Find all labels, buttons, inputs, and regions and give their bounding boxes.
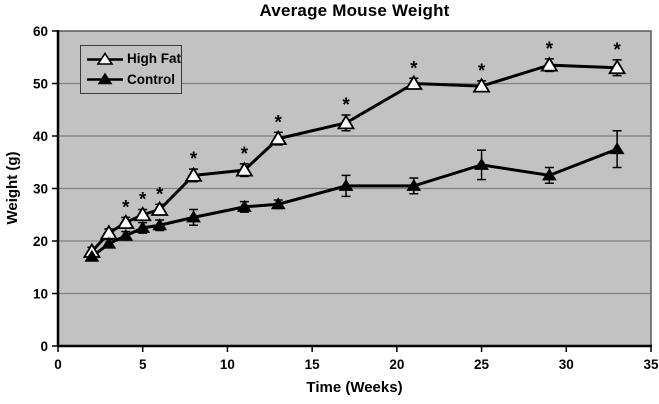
control-marker: [609, 142, 625, 155]
x-tick-label: 20: [389, 357, 404, 372]
significance-asterisk: *: [275, 112, 283, 133]
significance-asterisk: *: [190, 149, 198, 170]
chart-title: Average Mouse Weight: [259, 1, 450, 20]
legend: High Fat Control: [80, 45, 182, 94]
high-fat-marker: [184, 166, 203, 182]
filled-triangle-icon: [87, 72, 123, 85]
high-fat-marker: [608, 59, 627, 75]
x-axis-title: Time (Weeks): [306, 379, 403, 396]
high-fat-marker: [404, 74, 423, 90]
x-tick-label: 35: [643, 357, 659, 372]
significance-asterisk: *: [410, 58, 418, 79]
open-triangle-icon: [87, 51, 123, 65]
control-marker: [186, 210, 201, 223]
control-marker: [236, 199, 252, 212]
x-tick-label: 15: [305, 357, 321, 372]
control-marker: [474, 157, 489, 170]
control-marker: [541, 168, 557, 181]
y-tick-label: 60: [33, 24, 48, 39]
high-fat-marker: [150, 200, 169, 216]
y-tick-label: 0: [40, 339, 48, 354]
high-fat-marker: [235, 161, 254, 177]
x-tick-label: 25: [474, 357, 490, 372]
y-tick-label: 40: [33, 129, 48, 144]
control-marker: [338, 178, 354, 191]
y-tick-label: 50: [33, 77, 48, 92]
high-fat-marker: [133, 206, 152, 222]
control-marker: [406, 178, 422, 191]
significance-asterisk: *: [241, 144, 249, 165]
y-tick-label: 30: [33, 182, 48, 197]
significance-asterisk: *: [156, 184, 164, 205]
high-fat-marker: [116, 213, 135, 230]
y-axis-title: Weight (g): [4, 151, 21, 225]
high-fat-marker: [336, 114, 356, 130]
legend-item-high-fat: High Fat: [86, 51, 181, 67]
control-marker: [270, 197, 286, 210]
control-marker: [152, 218, 168, 231]
significance-asterisk: *: [613, 40, 621, 61]
significance-asterisk: *: [342, 95, 350, 116]
y-tick-label: 20: [33, 234, 48, 249]
control-marker: [118, 228, 134, 241]
high-fat-marker: [472, 77, 491, 93]
legend-item-control: Control: [86, 72, 181, 87]
high-fat-marker: [540, 56, 559, 72]
x-tick-label: 0: [54, 357, 62, 372]
y-tick-label: 10: [33, 287, 48, 302]
significance-asterisk: *: [478, 61, 486, 82]
control-marker: [84, 249, 100, 262]
legend-label-high-fat: High Fat: [127, 51, 181, 67]
high-fat-marker: [269, 129, 288, 146]
significance-asterisk: *: [122, 197, 130, 218]
significance-asterisk: *: [546, 39, 554, 60]
control-marker: [101, 236, 117, 249]
control-marker: [135, 220, 151, 233]
x-tick-label: 30: [559, 357, 574, 372]
x-tick-label: 10: [220, 357, 235, 372]
x-tick-label: 5: [139, 357, 147, 372]
significance-asterisk: *: [139, 190, 147, 211]
legend-label-control: Control: [127, 72, 175, 88]
